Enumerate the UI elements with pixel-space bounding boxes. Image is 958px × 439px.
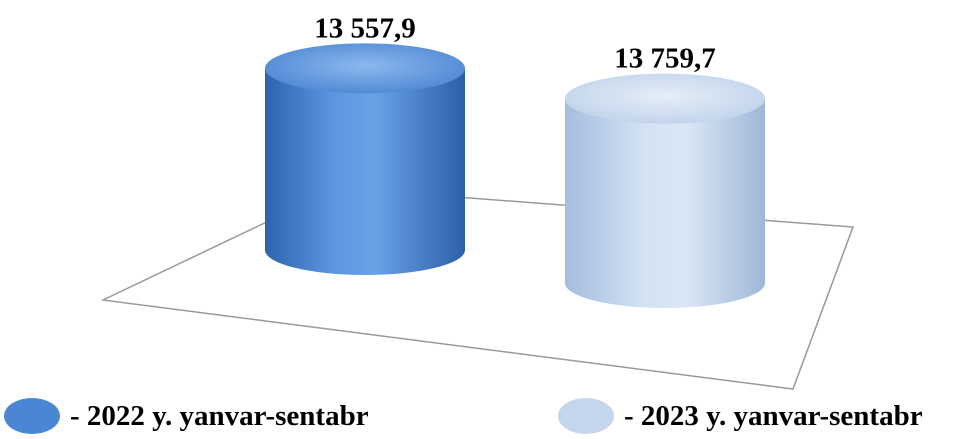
- bar-2022: 13 557,9: [265, 12, 465, 275]
- chart-floor: [100, 187, 855, 390]
- bar-2023: 13 759,7: [565, 43, 765, 308]
- legend-item-2022: - 2022 y. yanvar-sentabr: [4, 398, 369, 434]
- legend-item-2023: - 2023 y. yanvar-sentabr: [558, 398, 923, 434]
- bar-top-2022: [265, 43, 465, 94]
- legend-label-2022: - 2022 y. yanvar-sentabr: [70, 399, 369, 432]
- legend-swatch-2022: [4, 398, 60, 434]
- bar-top-2023: [565, 73, 765, 124]
- bar-body-2022: [265, 68, 465, 275]
- bar-body-2023: [565, 98, 765, 308]
- data-label-2023: 13 759,7: [614, 43, 716, 75]
- legend-label-2023: - 2023 y. yanvar-sentabr: [624, 399, 923, 432]
- data-label-2022: 13 557,9: [314, 12, 416, 44]
- legend-swatch-2023: [558, 398, 614, 434]
